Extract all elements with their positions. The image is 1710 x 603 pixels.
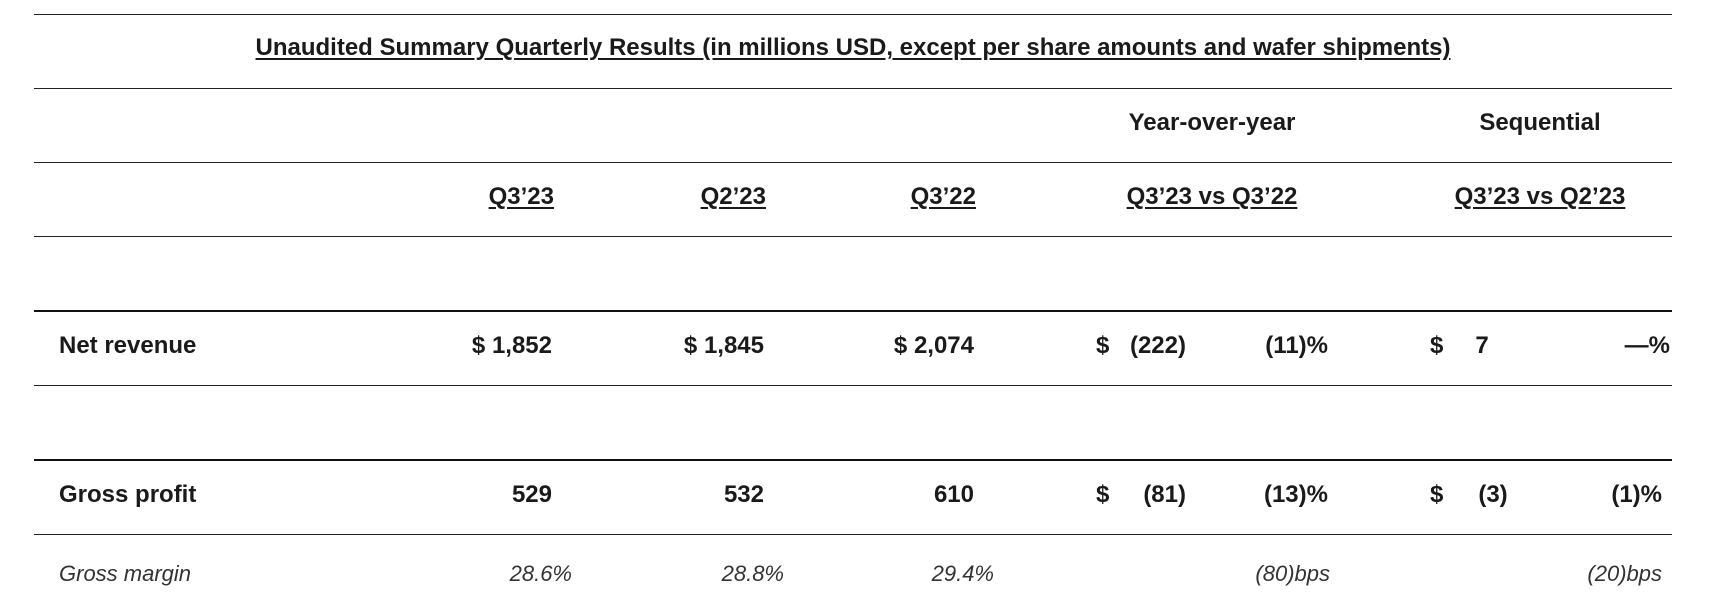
net-revenue-seq-amount: 7 bbox=[1475, 332, 1489, 359]
col-header-q3-23: Q3’23 bbox=[488, 183, 554, 210]
net-revenue-yoy-amount: (222) bbox=[1129, 332, 1186, 359]
group-header-sequential: Sequential bbox=[1479, 109, 1601, 136]
gross-profit-seq-pct: (1)% bbox=[1611, 481, 1662, 508]
rule-below-columns bbox=[34, 236, 1672, 237]
net-revenue-q3-23: $ 1,852 bbox=[471, 332, 552, 359]
net-revenue-yoy-currency: $ bbox=[1096, 332, 1110, 359]
net-revenue-q3-22: $ 2,074 bbox=[893, 332, 974, 359]
gross-margin-q3-23: 28.6% bbox=[509, 561, 572, 586]
gross-margin-yoy-bps: (80)bps bbox=[1255, 561, 1330, 586]
gross-profit-yoy-pct: (13)% bbox=[1263, 481, 1328, 508]
col-header-q3-22: Q3’22 bbox=[910, 183, 976, 210]
rule-below-title bbox=[34, 88, 1672, 89]
gross-margin-seq-bps: (20)bps bbox=[1587, 561, 1662, 586]
row-label-gross-margin: Gross margin bbox=[59, 561, 192, 586]
col-header-sequential: Q3’23 vs Q2’23 bbox=[1454, 183, 1626, 210]
row-label-gross-profit: Gross profit bbox=[59, 481, 197, 508]
group-header-yoy: Year-over-year bbox=[1128, 109, 1296, 136]
table-title: Unaudited Summary Quarterly Results (in … bbox=[255, 34, 1451, 61]
net-revenue-q2-23: $ 1,845 bbox=[683, 332, 764, 359]
col-header-yoy: Q3’23 vs Q3’22 bbox=[1126, 183, 1298, 210]
net-revenue-yoy-pct: (11)% bbox=[1265, 332, 1328, 359]
rule-above-gross-profit bbox=[34, 459, 1672, 461]
rule-below-groups bbox=[34, 162, 1672, 163]
gross-margin-q3-22: 29.4% bbox=[931, 561, 994, 586]
gross-profit-q2-23: 532 bbox=[723, 481, 764, 508]
gross-profit-q3-23: 529 bbox=[511, 481, 552, 508]
gross-margin-q2-23: 28.8% bbox=[721, 561, 784, 586]
net-revenue-seq-currency: $ bbox=[1430, 332, 1444, 359]
rule-below-gross-profit bbox=[34, 534, 1672, 535]
net-revenue-seq-pct: —% bbox=[1624, 332, 1670, 359]
gross-profit-yoy-currency: $ bbox=[1096, 481, 1110, 508]
rule-below-net-revenue bbox=[34, 385, 1672, 386]
rule-above-net-revenue bbox=[34, 310, 1672, 312]
gross-profit-yoy-amount: (81) bbox=[1143, 481, 1186, 508]
gross-profit-seq-amount: (3) bbox=[1478, 481, 1508, 508]
rule-top bbox=[34, 14, 1672, 15]
gross-profit-seq-currency: $ bbox=[1430, 481, 1444, 508]
col-header-q2-23: Q2’23 bbox=[700, 183, 766, 210]
gross-profit-q3-22: 610 bbox=[933, 481, 974, 508]
row-label-net-revenue: Net revenue bbox=[59, 332, 197, 359]
